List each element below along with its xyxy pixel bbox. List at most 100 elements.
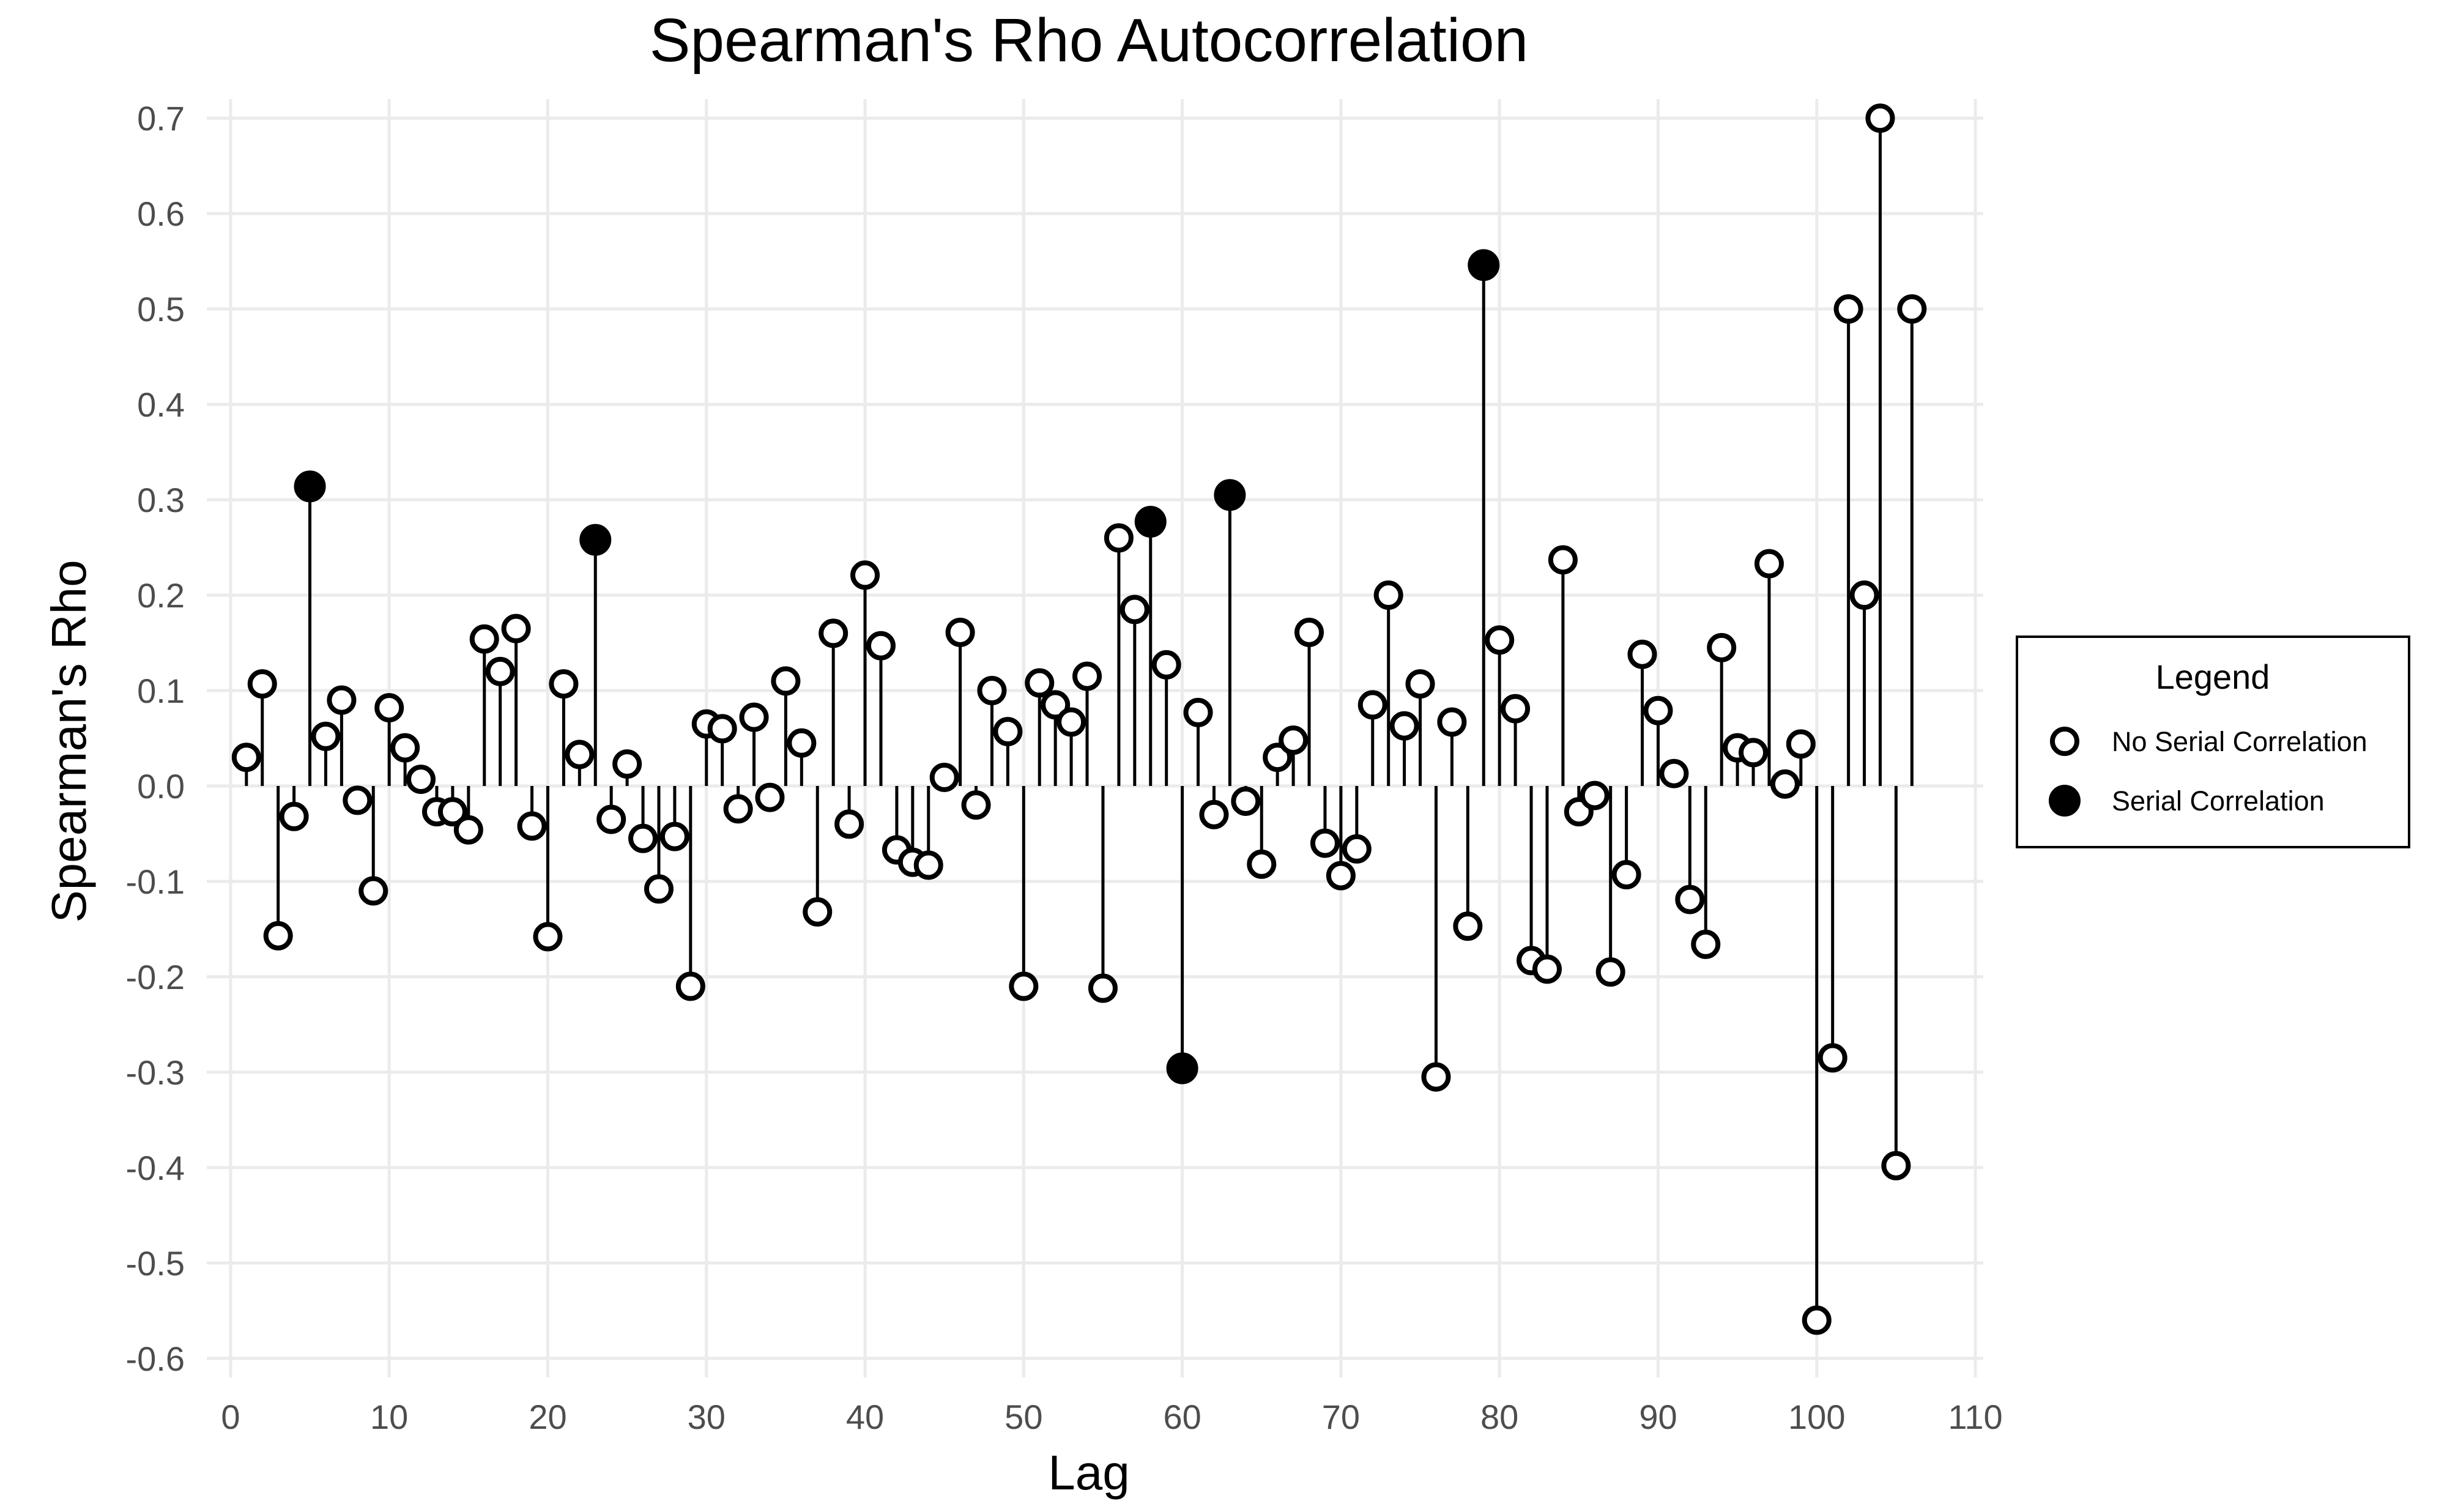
no-serial-correlation-point (1009, 971, 1039, 1001)
no-serial-correlation-point (1849, 580, 1879, 610)
no-serial-correlation-point (1739, 738, 1769, 768)
y-tick-label: 0.6 (137, 195, 185, 233)
x-tick-label: 110 (1948, 1398, 2002, 1436)
x-tick-label: 100 (1788, 1398, 1845, 1436)
no-serial-correlation-point (1310, 828, 1340, 858)
no-serial-correlation-point (311, 721, 341, 751)
no-serial-correlation-point (1707, 632, 1737, 662)
legend-label-no-serial: No Serial Correlation (2112, 726, 2367, 757)
no-serial-correlation-point (1357, 690, 1387, 720)
no-serial-correlation-point (1183, 697, 1213, 727)
no-serial-correlation-point (723, 794, 753, 824)
no-serial-correlation-point (1611, 860, 1641, 890)
x-tick-label: 0 (221, 1398, 240, 1436)
x-tick-label: 70 (1322, 1398, 1360, 1436)
points (231, 103, 1927, 1335)
no-serial-correlation-point (1485, 625, 1515, 655)
x-axis-title: Lag (1048, 1445, 1129, 1500)
legend-marker-no-serial (2050, 727, 2079, 756)
no-serial-correlation-point (469, 624, 499, 654)
no-serial-correlation-point (612, 749, 642, 779)
no-serial-correlation-point (231, 743, 261, 773)
no-serial-correlation-point (1199, 799, 1229, 829)
no-serial-correlation-point (1501, 694, 1531, 724)
no-serial-correlation-point (549, 669, 579, 699)
no-serial-correlation-point (1056, 707, 1086, 737)
no-serial-correlation-point (1675, 884, 1705, 914)
y-tick-label: -0.6 (126, 1340, 185, 1378)
y-tick-labels: -0.6 -0.5 -0.4 -0.3 -0.2 -0.1 0.0 0.1 0.2 0.3 0.4 0… (126, 99, 185, 1378)
no-serial-correlation-point (1770, 769, 1800, 799)
no-serial-correlation-point (501, 613, 531, 643)
no-serial-correlation-point (1120, 595, 1149, 624)
legend-marker-serial (2049, 785, 2081, 817)
no-serial-correlation-point (1532, 954, 1562, 984)
no-serial-correlation-point (707, 714, 737, 744)
y-tick-label: -0.1 (126, 862, 185, 901)
x-tick-label: 60 (1163, 1398, 1201, 1436)
y-tick-label: -0.5 (126, 1244, 185, 1283)
no-serial-correlation-point (1580, 780, 1610, 810)
no-serial-correlation-point (945, 617, 975, 647)
no-serial-correlation-point (787, 728, 817, 758)
no-serial-correlation-point (517, 811, 547, 841)
y-tick-label: -0.4 (126, 1149, 185, 1187)
no-serial-correlation-point (961, 790, 991, 820)
no-serial-correlation-point (771, 666, 801, 696)
no-serial-correlation-point (644, 874, 674, 904)
legend-label-serial: Serial Correlation (2112, 785, 2325, 817)
no-serial-correlation-point (1389, 711, 1419, 741)
x-tick-label: 40 (846, 1398, 884, 1436)
x-tick-labels: 0 10 20 30 40 50 60 70 80 90 100 110 (221, 1398, 2002, 1436)
no-serial-correlation-point (675, 971, 705, 1001)
serial-correlation-point (1214, 479, 1246, 511)
serial-correlation-point (1134, 505, 1167, 538)
no-serial-correlation-point (263, 921, 293, 951)
no-serial-correlation-point (1437, 707, 1467, 737)
y-axis-title: Spearman's Rho (42, 560, 96, 922)
no-serial-correlation-point (406, 765, 436, 795)
no-serial-correlation-point (1627, 639, 1657, 669)
no-serial-correlation-point (850, 560, 880, 590)
y-tick-label: 0.4 (137, 385, 185, 424)
no-serial-correlation-point (1326, 861, 1356, 891)
no-serial-correlation-point (437, 797, 467, 827)
no-serial-correlation-point (1151, 650, 1181, 680)
no-serial-correlation-point (453, 815, 483, 845)
no-serial-correlation-point (1279, 725, 1309, 755)
no-serial-correlation-point (739, 702, 769, 732)
no-serial-correlation-point (977, 676, 1007, 706)
no-serial-correlation-point (993, 717, 1023, 747)
y-tick-label: 0.2 (137, 576, 185, 615)
no-serial-correlation-point (913, 850, 943, 880)
legend-box (2016, 636, 2410, 848)
no-serial-correlation-point (834, 809, 864, 839)
serial-correlation-point (579, 524, 612, 556)
no-serial-correlation-point (358, 876, 388, 906)
no-serial-correlation-point (1833, 294, 1863, 324)
no-serial-correlation-point (755, 782, 785, 812)
no-serial-correlation-point (1088, 973, 1118, 1003)
no-serial-correlation-point (1247, 849, 1277, 879)
y-tick-label: 0.1 (137, 672, 185, 710)
no-serial-correlation-point (1025, 668, 1055, 698)
no-serial-correlation-point (485, 656, 515, 686)
no-serial-correlation-point (1897, 294, 1927, 324)
no-serial-correlation-point (1548, 545, 1578, 575)
y-tick-label: -0.2 (126, 958, 185, 996)
serial-correlation-point (1468, 249, 1500, 281)
y-tick-label: 0.7 (137, 99, 185, 138)
legend: Legend No Serial Correlation Serial Corr… (2016, 636, 2410, 848)
serial-correlation-point (294, 470, 326, 503)
no-serial-correlation-point (1263, 743, 1293, 773)
no-serial-correlation-point (1643, 695, 1673, 725)
no-serial-correlation-point (1786, 729, 1816, 759)
y-tick-label: -0.3 (126, 1053, 185, 1092)
no-serial-correlation-point (390, 733, 420, 763)
no-serial-correlation-point (1405, 669, 1435, 699)
x-tick-label: 50 (1004, 1398, 1042, 1436)
x-tick-label: 90 (1639, 1398, 1677, 1436)
x-tick-label: 10 (370, 1398, 408, 1436)
no-serial-correlation-point (1659, 758, 1689, 788)
